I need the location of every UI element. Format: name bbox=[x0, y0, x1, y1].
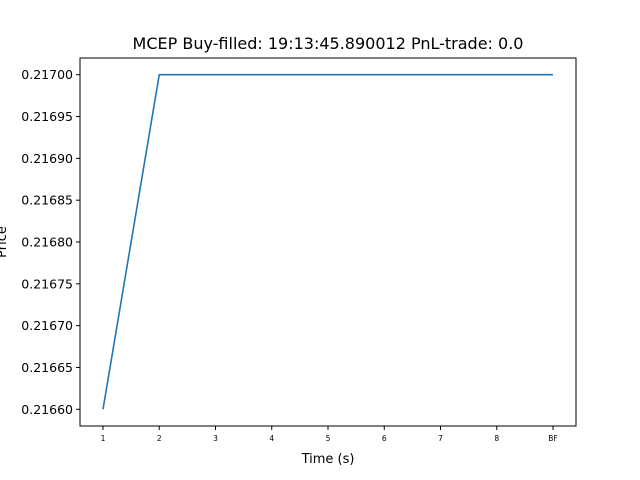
chart-title: MCEP Buy-filled: 19:13:45.890012 PnL-tra… bbox=[133, 34, 524, 53]
x-tick-label: 5 bbox=[326, 434, 331, 443]
x-tick-label: 2 bbox=[157, 434, 162, 443]
x-tick-label: 8 bbox=[494, 434, 499, 443]
x-axis: 1 2 3 4 5 6 7 8 BF bbox=[101, 426, 558, 443]
x-tick-label: 4 bbox=[269, 434, 274, 443]
x-tick-label: BF bbox=[548, 434, 557, 443]
x-tick-label: 7 bbox=[438, 434, 443, 443]
y-tick-label: 0.21685 bbox=[21, 193, 73, 208]
y-tick-label: 0.21690 bbox=[21, 151, 73, 166]
y-tick-label: 0.21665 bbox=[21, 360, 73, 375]
series-line-0 bbox=[102, 73, 553, 410]
y-tick-label: 0.21670 bbox=[21, 318, 73, 333]
x-tick-label: 1 bbox=[101, 434, 106, 443]
y-tick-label: 0.21675 bbox=[21, 276, 73, 291]
x-tick-label: 3 bbox=[213, 434, 218, 443]
y-axis: 0.21660 0.21665 0.21670 0.21675 0.21680 0.216… bbox=[21, 67, 80, 417]
y-tick-label: 0.21695 bbox=[21, 109, 73, 124]
y-tick-label: 0.21700 bbox=[21, 67, 73, 82]
x-tick-label: 6 bbox=[382, 434, 387, 443]
y-axis-label: Price bbox=[0, 226, 10, 258]
y-tick-label: 0.21660 bbox=[21, 402, 73, 417]
y-tick-label: 0.21680 bbox=[21, 235, 73, 250]
x-axis-label: Time (s) bbox=[301, 452, 355, 467]
